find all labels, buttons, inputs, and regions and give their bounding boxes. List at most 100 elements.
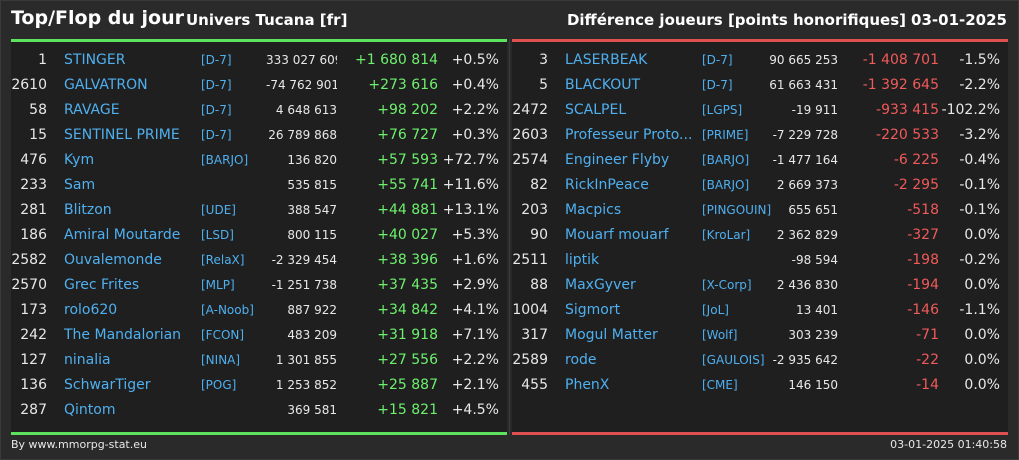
table-row: 2511 liptik -98 594 -198 -0.2% xyxy=(512,248,1008,273)
player-name[interactable]: RickInPeace xyxy=(565,177,649,193)
player-name[interactable]: RAVAGE xyxy=(64,102,120,118)
table-row: 476 Kym [BARJO] 136 820 +57 593 +72.7% xyxy=(11,148,507,173)
player-rank: 2610 xyxy=(11,77,47,93)
player-name[interactable]: Mogul Matter xyxy=(565,327,658,343)
player-name[interactable]: Mouarf mouarf xyxy=(565,227,669,243)
player-name[interactable]: LASERBEAK xyxy=(565,52,648,68)
table-row: 1004 Sigmort [JoL] 13 401 -146 -1.1% xyxy=(512,298,1008,323)
player-points: -2 935 642 xyxy=(772,353,838,367)
player-alliance[interactable]: [FCON] xyxy=(201,328,245,342)
player-alliance[interactable]: [RelaX] xyxy=(201,253,245,267)
player-points: 13 401 xyxy=(796,303,838,317)
player-alliance[interactable]: [UDE] xyxy=(201,203,236,217)
player-alliance[interactable]: [JoL] xyxy=(702,303,729,317)
player-rank: 136 xyxy=(20,377,47,393)
player-name[interactable]: Sigmort xyxy=(565,302,621,318)
table-row: 173 rolo620 [A-Noob] 887 922 +34 842 +4.1% xyxy=(11,298,507,323)
player-alliance[interactable]: [PRIME] xyxy=(702,128,749,142)
player-alliance[interactable]: [BARJO] xyxy=(702,153,750,167)
player-name[interactable]: Grec Frites xyxy=(64,277,140,293)
player-alliance[interactable]: [D-7] xyxy=(201,53,232,67)
player-alliance[interactable]: [X-Corp] xyxy=(702,278,752,292)
player-name[interactable]: STINGER xyxy=(64,52,126,68)
player-name[interactable]: Qintom xyxy=(64,402,116,418)
table-row: 203 Macpics [PINGOUIN] 655 651 -518 -0.1% xyxy=(512,198,1008,223)
player-name[interactable]: SCALPEL xyxy=(565,102,627,118)
player-rank: 476 xyxy=(20,152,47,168)
player-alliance[interactable]: [GAULOIS] xyxy=(702,353,765,367)
player-alliance[interactable]: [BARJO] xyxy=(702,178,750,192)
player-alliance[interactable]: [Wolf] xyxy=(702,328,738,342)
player-alliance[interactable]: [PINGOUIN] xyxy=(702,203,772,217)
percent-change: +2.2% xyxy=(451,352,499,368)
player-points: 2 436 830 xyxy=(776,278,838,292)
player-points: 4 648 613 xyxy=(275,103,337,117)
player-points: -19 911 xyxy=(791,103,838,117)
player-rank: 203 xyxy=(521,202,548,218)
player-name[interactable]: Blitzon xyxy=(64,202,112,218)
player-alliance[interactable]: [KroLar] xyxy=(702,228,751,242)
player-name[interactable]: Ouvalemonde xyxy=(64,252,162,268)
table-row: 281 Blitzon [UDE] 388 547 +44 881 +13.1% xyxy=(11,198,507,223)
player-alliance[interactable]: [POG] xyxy=(201,378,237,392)
player-alliance[interactable]: [LGPS] xyxy=(702,103,743,117)
table-row: 136 SchwarTiger [POG] 1 253 852 +25 887 +2.1% xyxy=(11,373,507,398)
table-row: 455 PhenX [CME] 146 150 -14 0.0% xyxy=(512,373,1008,398)
table-row: 2472 SCALPEL [LGPS] -19 911 -933 415 -102.2% xyxy=(512,98,1008,123)
percent-change: -1.5% xyxy=(959,52,1000,68)
player-name[interactable]: GALVATRON xyxy=(64,77,148,93)
player-alliance[interactable]: [MLP] xyxy=(201,278,235,292)
player-alliance[interactable]: [D-7] xyxy=(201,78,232,92)
player-name[interactable]: Professeur Proto... xyxy=(565,127,693,143)
player-name[interactable]: The Mandalorian xyxy=(64,327,182,343)
player-name[interactable]: Sam xyxy=(64,177,96,193)
points-difference: +1 680 814 xyxy=(355,52,438,68)
player-name[interactable]: PhenX xyxy=(565,377,610,393)
points-difference: -1 408 701 xyxy=(862,52,939,68)
player-rank: 2472 xyxy=(512,102,548,118)
player-name[interactable]: liptik xyxy=(565,252,600,268)
player-name[interactable]: Macpics xyxy=(565,202,622,218)
percent-change: +0.5% xyxy=(451,52,499,68)
player-name[interactable]: BLACKOUT xyxy=(565,77,641,93)
points-difference: -14 xyxy=(916,377,939,393)
table-row: 5 BLACKOUT [D-7] 61 663 431 -1 392 645 -2.2% xyxy=(512,73,1008,98)
player-name[interactable]: Engineer Flyby xyxy=(565,152,670,168)
player-alliance[interactable]: [A-Noob] xyxy=(201,303,254,317)
points-difference: -198 xyxy=(907,252,939,268)
player-alliance[interactable]: [D-7] xyxy=(702,78,733,92)
table-row: 2603 Professeur Proto... [PRIME] -7 229 728… xyxy=(512,123,1008,148)
player-rank: 1 xyxy=(38,52,47,68)
points-difference: +55 741 xyxy=(377,177,438,193)
player-name[interactable]: SENTINEL PRIME xyxy=(64,127,180,143)
player-points: -74 762 901 xyxy=(266,78,337,92)
player-rank: 186 xyxy=(20,227,47,243)
percent-change: +0.4% xyxy=(451,77,499,93)
player-name[interactable]: Kym xyxy=(64,152,95,168)
player-alliance[interactable]: [LSD] xyxy=(201,228,234,242)
player-points: 1 253 852 xyxy=(275,378,337,392)
percent-change: +4.1% xyxy=(451,302,499,318)
player-name[interactable]: rode xyxy=(565,352,597,368)
universe-label: Univers Tucana [fr] xyxy=(186,11,348,29)
player-alliance[interactable]: [BARJO] xyxy=(201,153,249,167)
player-points: 333 027 609 xyxy=(266,53,337,67)
player-rank: 2511 xyxy=(512,252,548,268)
player-name[interactable]: MaxGyver xyxy=(565,277,636,293)
player-rank: 2589 xyxy=(512,352,548,368)
player-alliance[interactable]: [D-7] xyxy=(201,128,232,142)
percent-change: +7.1% xyxy=(451,327,499,343)
percent-change: +2.2% xyxy=(451,102,499,118)
player-name[interactable]: Amiral Moutarde xyxy=(64,227,181,243)
player-name[interactable]: ninalia xyxy=(64,352,111,368)
player-alliance[interactable]: [NINA] xyxy=(201,353,241,367)
flop-accent-bar-bottom xyxy=(512,432,1008,435)
player-rank: 2603 xyxy=(512,127,548,143)
player-name[interactable]: rolo620 xyxy=(64,302,118,318)
player-alliance[interactable]: [D-7] xyxy=(702,53,733,67)
percent-change: +5.3% xyxy=(451,227,499,243)
player-name[interactable]: SchwarTiger xyxy=(64,377,151,393)
player-alliance[interactable]: [CME] xyxy=(702,378,738,392)
player-alliance[interactable]: [D-7] xyxy=(201,103,232,117)
points-difference: +44 881 xyxy=(377,202,438,218)
